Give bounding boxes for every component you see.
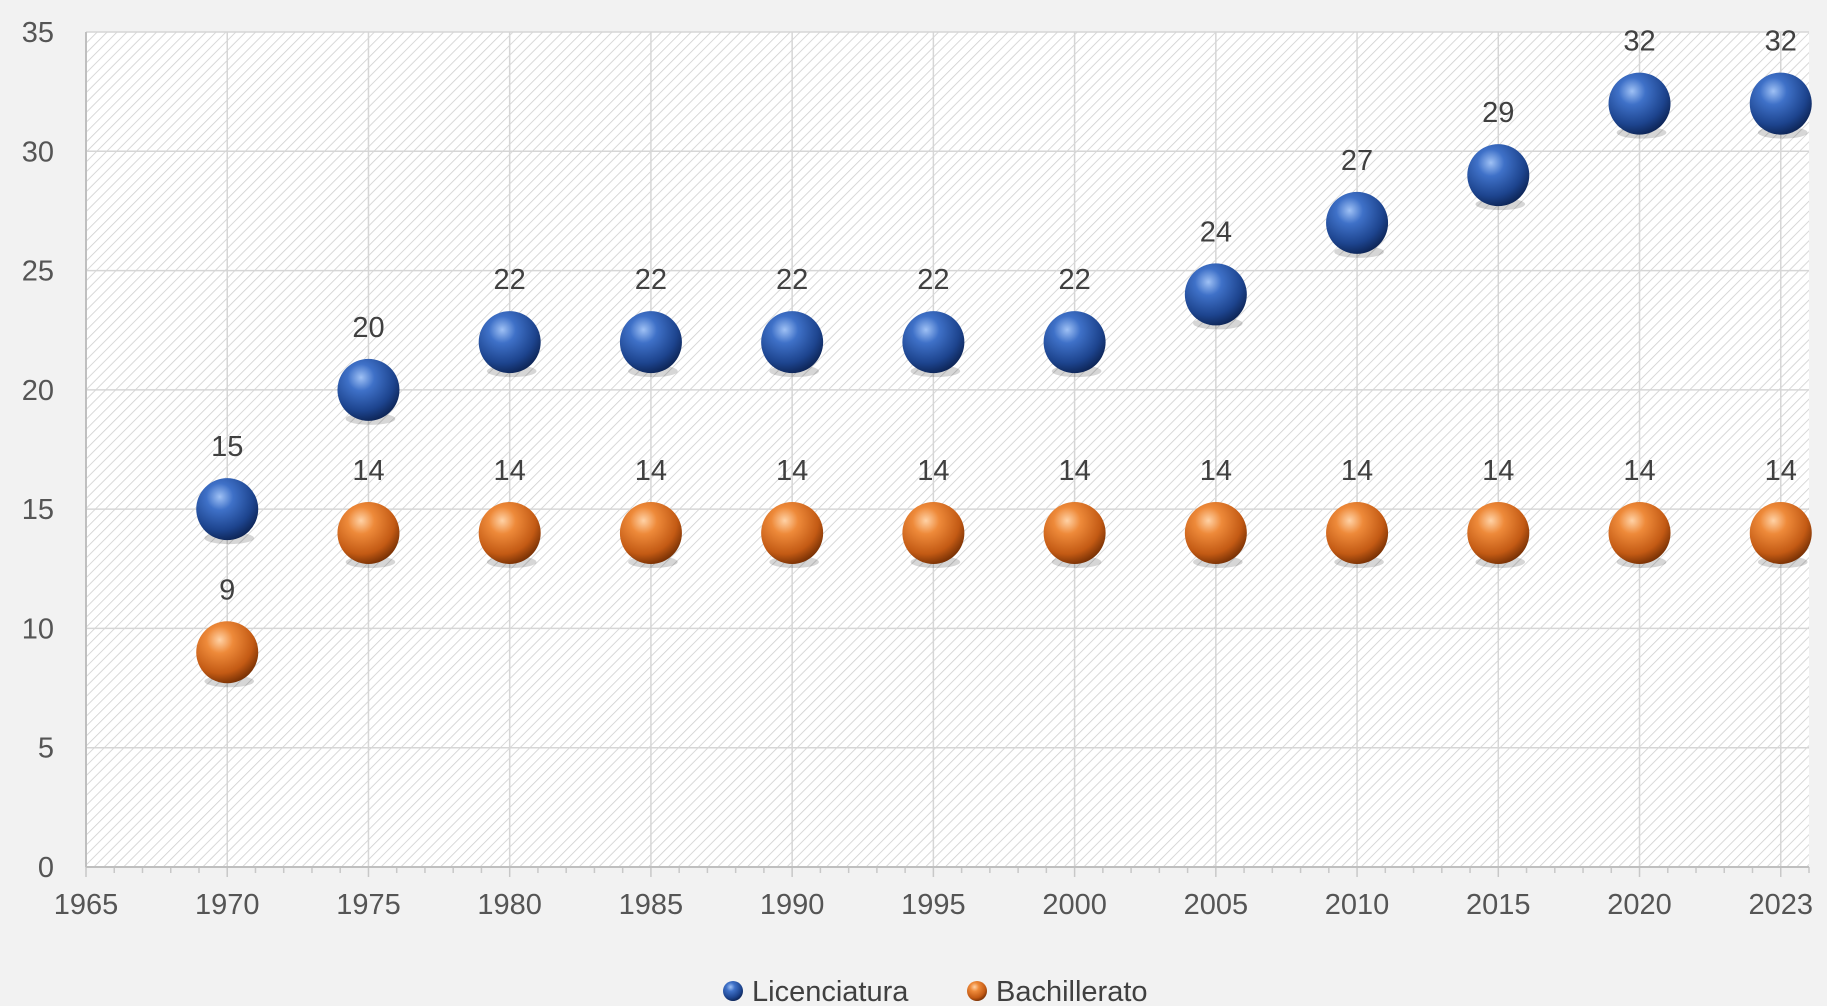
data-label-licenciatura-5: 22 — [917, 264, 949, 296]
grid-lines — [86, 31, 1809, 868]
y-tick-label: 15 — [22, 494, 54, 526]
data-label-licenciatura-0: 15 — [211, 431, 243, 463]
data-label-licenciatura-10: 32 — [1623, 26, 1655, 58]
data-label-bachillerato-2: 14 — [494, 455, 526, 487]
x-tick-label: 2010 — [1325, 889, 1390, 921]
data-label-licenciatura-7: 24 — [1200, 216, 1232, 248]
data-label-licenciatura-3: 22 — [635, 264, 667, 296]
data-label-licenciatura-6: 22 — [1058, 264, 1090, 296]
point-bachillerato-7 — [1184, 502, 1247, 564]
x-tick-label: 1990 — [760, 889, 825, 921]
axes — [85, 32, 1810, 877]
point-bachillerato-6 — [1043, 502, 1106, 564]
data-label-licenciatura-9: 29 — [1482, 97, 1514, 129]
y-tick-label: 0 — [38, 852, 54, 884]
y-tick-label: 20 — [22, 375, 54, 407]
x-tick-label: 2015 — [1466, 889, 1531, 921]
data-label-bachillerato-0: 9 — [219, 574, 235, 606]
y-tick-label: 5 — [38, 733, 54, 765]
point-licenciatura-11 — [1749, 72, 1812, 135]
x-tick-label: 2000 — [1042, 889, 1107, 921]
x-tick-labels: 1965 1970 1975 1980 1985 1990 1995 2000 2005 2010… — [54, 889, 1813, 921]
y-tick-label: 10 — [22, 613, 54, 645]
data-markers — [196, 72, 1812, 688]
point-bachillerato-5 — [902, 502, 965, 564]
point-licenciatura-9 — [1467, 144, 1530, 207]
y-tick-label: 30 — [22, 136, 54, 168]
x-tick-label: 1995 — [901, 889, 966, 921]
data-label-licenciatura-8: 27 — [1341, 145, 1373, 177]
point-bachillerato-11 — [1749, 502, 1812, 564]
point-bachillerato-1 — [337, 502, 400, 564]
x-tick-label: 1975 — [336, 889, 401, 921]
point-licenciatura-8 — [1326, 191, 1389, 254]
point-bachillerato-4 — [761, 502, 824, 564]
point-bachillerato-0 — [196, 621, 259, 684]
data-label-licenciatura-4: 22 — [776, 264, 808, 296]
legend-marker-bachillerato — [967, 981, 987, 1001]
point-bachillerato-3 — [619, 502, 682, 564]
y-tick-label: 25 — [22, 256, 54, 288]
x-tick-label: 1970 — [195, 889, 260, 921]
data-label-bachillerato-11: 14 — [1765, 455, 1797, 487]
point-licenciatura-3 — [619, 311, 682, 374]
data-label-bachillerato-10: 14 — [1623, 455, 1655, 487]
point-licenciatura-7 — [1184, 263, 1247, 326]
data-label-bachillerato-9: 14 — [1482, 455, 1514, 487]
data-label-licenciatura-1: 20 — [352, 312, 384, 344]
x-tick-label: 1985 — [619, 889, 684, 921]
data-label-bachillerato-3: 14 — [635, 455, 667, 487]
point-licenciatura-5 — [902, 311, 965, 374]
x-tick-label: 2005 — [1184, 889, 1249, 921]
x-tick-label: 2023 — [1748, 889, 1813, 921]
data-label-bachillerato-8: 14 — [1341, 455, 1373, 487]
point-bachillerato-9 — [1467, 502, 1530, 564]
x-tick-label: 1980 — [477, 889, 542, 921]
data-label-bachillerato-7: 14 — [1200, 455, 1232, 487]
point-licenciatura-1 — [337, 358, 400, 421]
data-label-bachillerato-6: 14 — [1058, 455, 1090, 487]
y-tick-label: 35 — [22, 17, 54, 49]
legend-marker-licenciatura — [723, 981, 743, 1001]
legend-label-bachillerato: Bachillerato — [996, 976, 1148, 1006]
x-tick-label: 2020 — [1607, 889, 1672, 921]
point-licenciatura-0 — [196, 478, 259, 541]
data-label-licenciatura-2: 22 — [494, 264, 526, 296]
point-bachillerato-2 — [478, 502, 541, 564]
data-label-bachillerato-4: 14 — [776, 455, 808, 487]
point-licenciatura-2 — [478, 311, 541, 374]
y-tick-labels: 0 5 10 15 20 25 30 35 — [22, 17, 54, 884]
data-label-licenciatura-11: 32 — [1765, 26, 1797, 58]
data-label-bachillerato-1: 14 — [352, 455, 384, 487]
data-label-bachillerato-5: 14 — [917, 455, 949, 487]
legend: Licenciatura Bachillerato — [723, 976, 1148, 1006]
point-licenciatura-10 — [1608, 72, 1671, 135]
data-labels: 15 20 22 22 22 22 22 24 27 29 32 32 9 14 14 14 14 14 14 14 1… — [211, 26, 1797, 607]
point-licenciatura-6 — [1043, 311, 1106, 374]
point-bachillerato-10 — [1608, 502, 1671, 564]
point-licenciatura-4 — [761, 311, 824, 374]
plot-area — [86, 32, 1809, 867]
legend-label-licenciatura: Licenciatura — [752, 976, 909, 1006]
point-bachillerato-8 — [1326, 502, 1389, 564]
x-tick-label: 1965 — [54, 889, 119, 921]
